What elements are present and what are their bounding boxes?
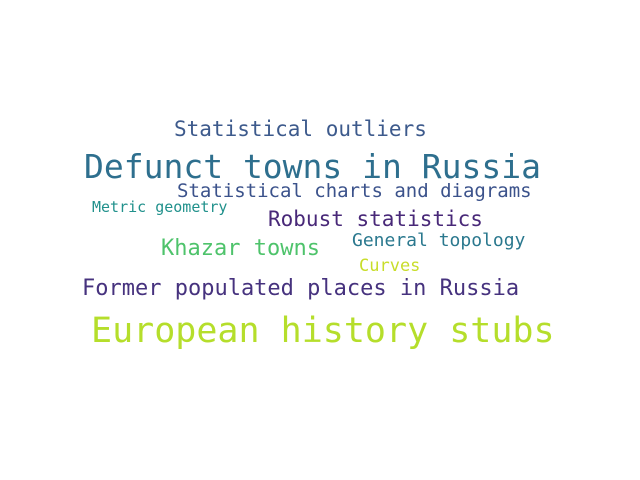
word-robust-statistics: Robust statistics (268, 207, 483, 231)
word-former-populated-places-in-russia: Former populated places in Russia (82, 276, 520, 301)
word-defunct-towns-in-russia: Defunct towns in Russia (84, 147, 541, 186)
word-general-topology: General topology (352, 230, 526, 251)
word-european-history-stubs: European history stubs (91, 311, 555, 351)
word-curves: Curves (359, 256, 421, 276)
word-statistical-charts-and-diagrams: Statistical charts and diagrams (177, 180, 532, 202)
word-khazar-towns: Khazar towns (161, 236, 320, 261)
word-statistical-outliers: Statistical outliers (174, 117, 427, 141)
word-metric-geometry: Metric geometry (92, 198, 228, 216)
